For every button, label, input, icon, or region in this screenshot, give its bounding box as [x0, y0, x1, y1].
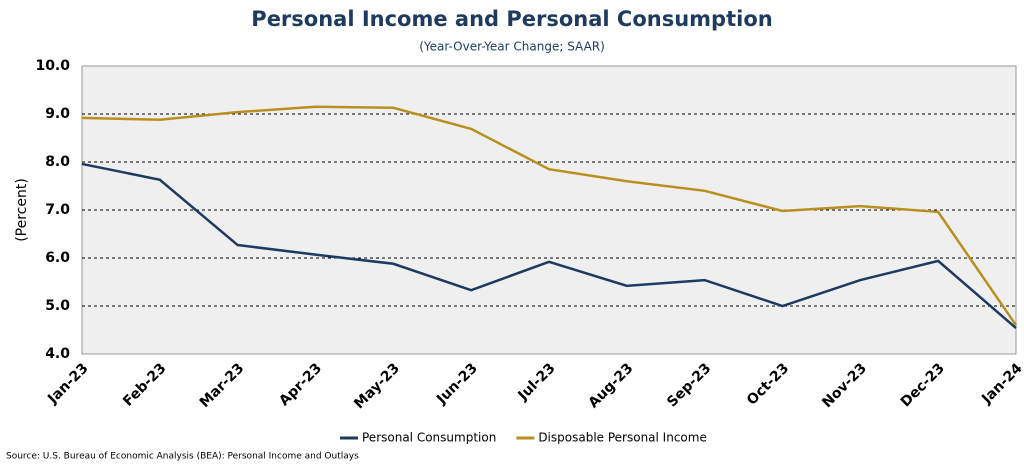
x-tick-label: Dec-23	[898, 360, 948, 410]
plot-area	[81, 65, 1017, 355]
legend-label: Disposable Personal Income	[538, 431, 707, 445]
y-tick-label: 10.0	[35, 58, 70, 74]
x-tick-label: Apr-23	[276, 360, 325, 409]
y-tick-label: 6.0	[45, 250, 70, 266]
x-tick-label: Nov-23	[819, 360, 870, 411]
x-tick-label: Feb-23	[120, 360, 169, 409]
y-tick-label: 9.0	[45, 106, 70, 122]
y-axis-label: (Percent)	[14, 178, 30, 242]
chart-subtitle: (Year-Over-Year Change; SAAR)	[419, 40, 605, 54]
y-tick-label: 8.0	[45, 154, 70, 170]
legend-label: Personal Consumption	[362, 431, 496, 445]
line-series	[81, 105, 1018, 326]
x-tick-label: Jan-23	[44, 360, 91, 407]
x-tick-label: Jul-23	[515, 360, 559, 404]
chart-title: Personal Income and Personal Consumption	[251, 7, 772, 31]
x-tick-label: Jun-23	[433, 360, 481, 408]
source-note: Source: U.S. Bureau of Economic Analysis…	[6, 452, 359, 462]
line-series	[81, 162, 1017, 330]
x-tick-label: Aug-23	[585, 360, 636, 411]
x-tick-label: Sep-23	[664, 360, 714, 410]
y-tick-label: 5.0	[45, 298, 70, 314]
x-tick-label: Jan-24	[978, 360, 1024, 407]
y-tick-label: 7.0	[45, 202, 70, 218]
x-tick-label: May-23	[351, 360, 403, 412]
x-tick-label: Oct-23	[744, 360, 792, 408]
y-tick-label: 4.0	[45, 346, 70, 362]
x-tick-label: Mar-23	[197, 360, 248, 411]
